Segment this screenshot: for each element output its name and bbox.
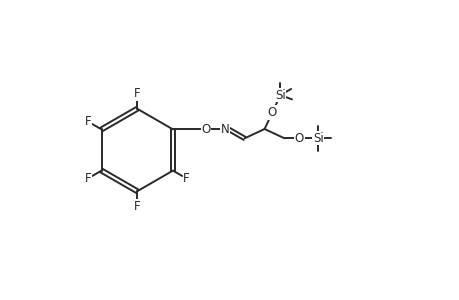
Text: F: F bbox=[134, 87, 140, 100]
Text: F: F bbox=[84, 115, 91, 128]
Text: N: N bbox=[220, 123, 229, 136]
Text: F: F bbox=[183, 172, 189, 185]
Text: F: F bbox=[84, 172, 91, 185]
Text: Si: Si bbox=[274, 88, 285, 102]
Text: O: O bbox=[201, 123, 210, 136]
Text: O: O bbox=[294, 132, 303, 145]
Text: O: O bbox=[267, 106, 276, 119]
Text: Si: Si bbox=[313, 132, 323, 145]
Text: F: F bbox=[134, 200, 140, 213]
